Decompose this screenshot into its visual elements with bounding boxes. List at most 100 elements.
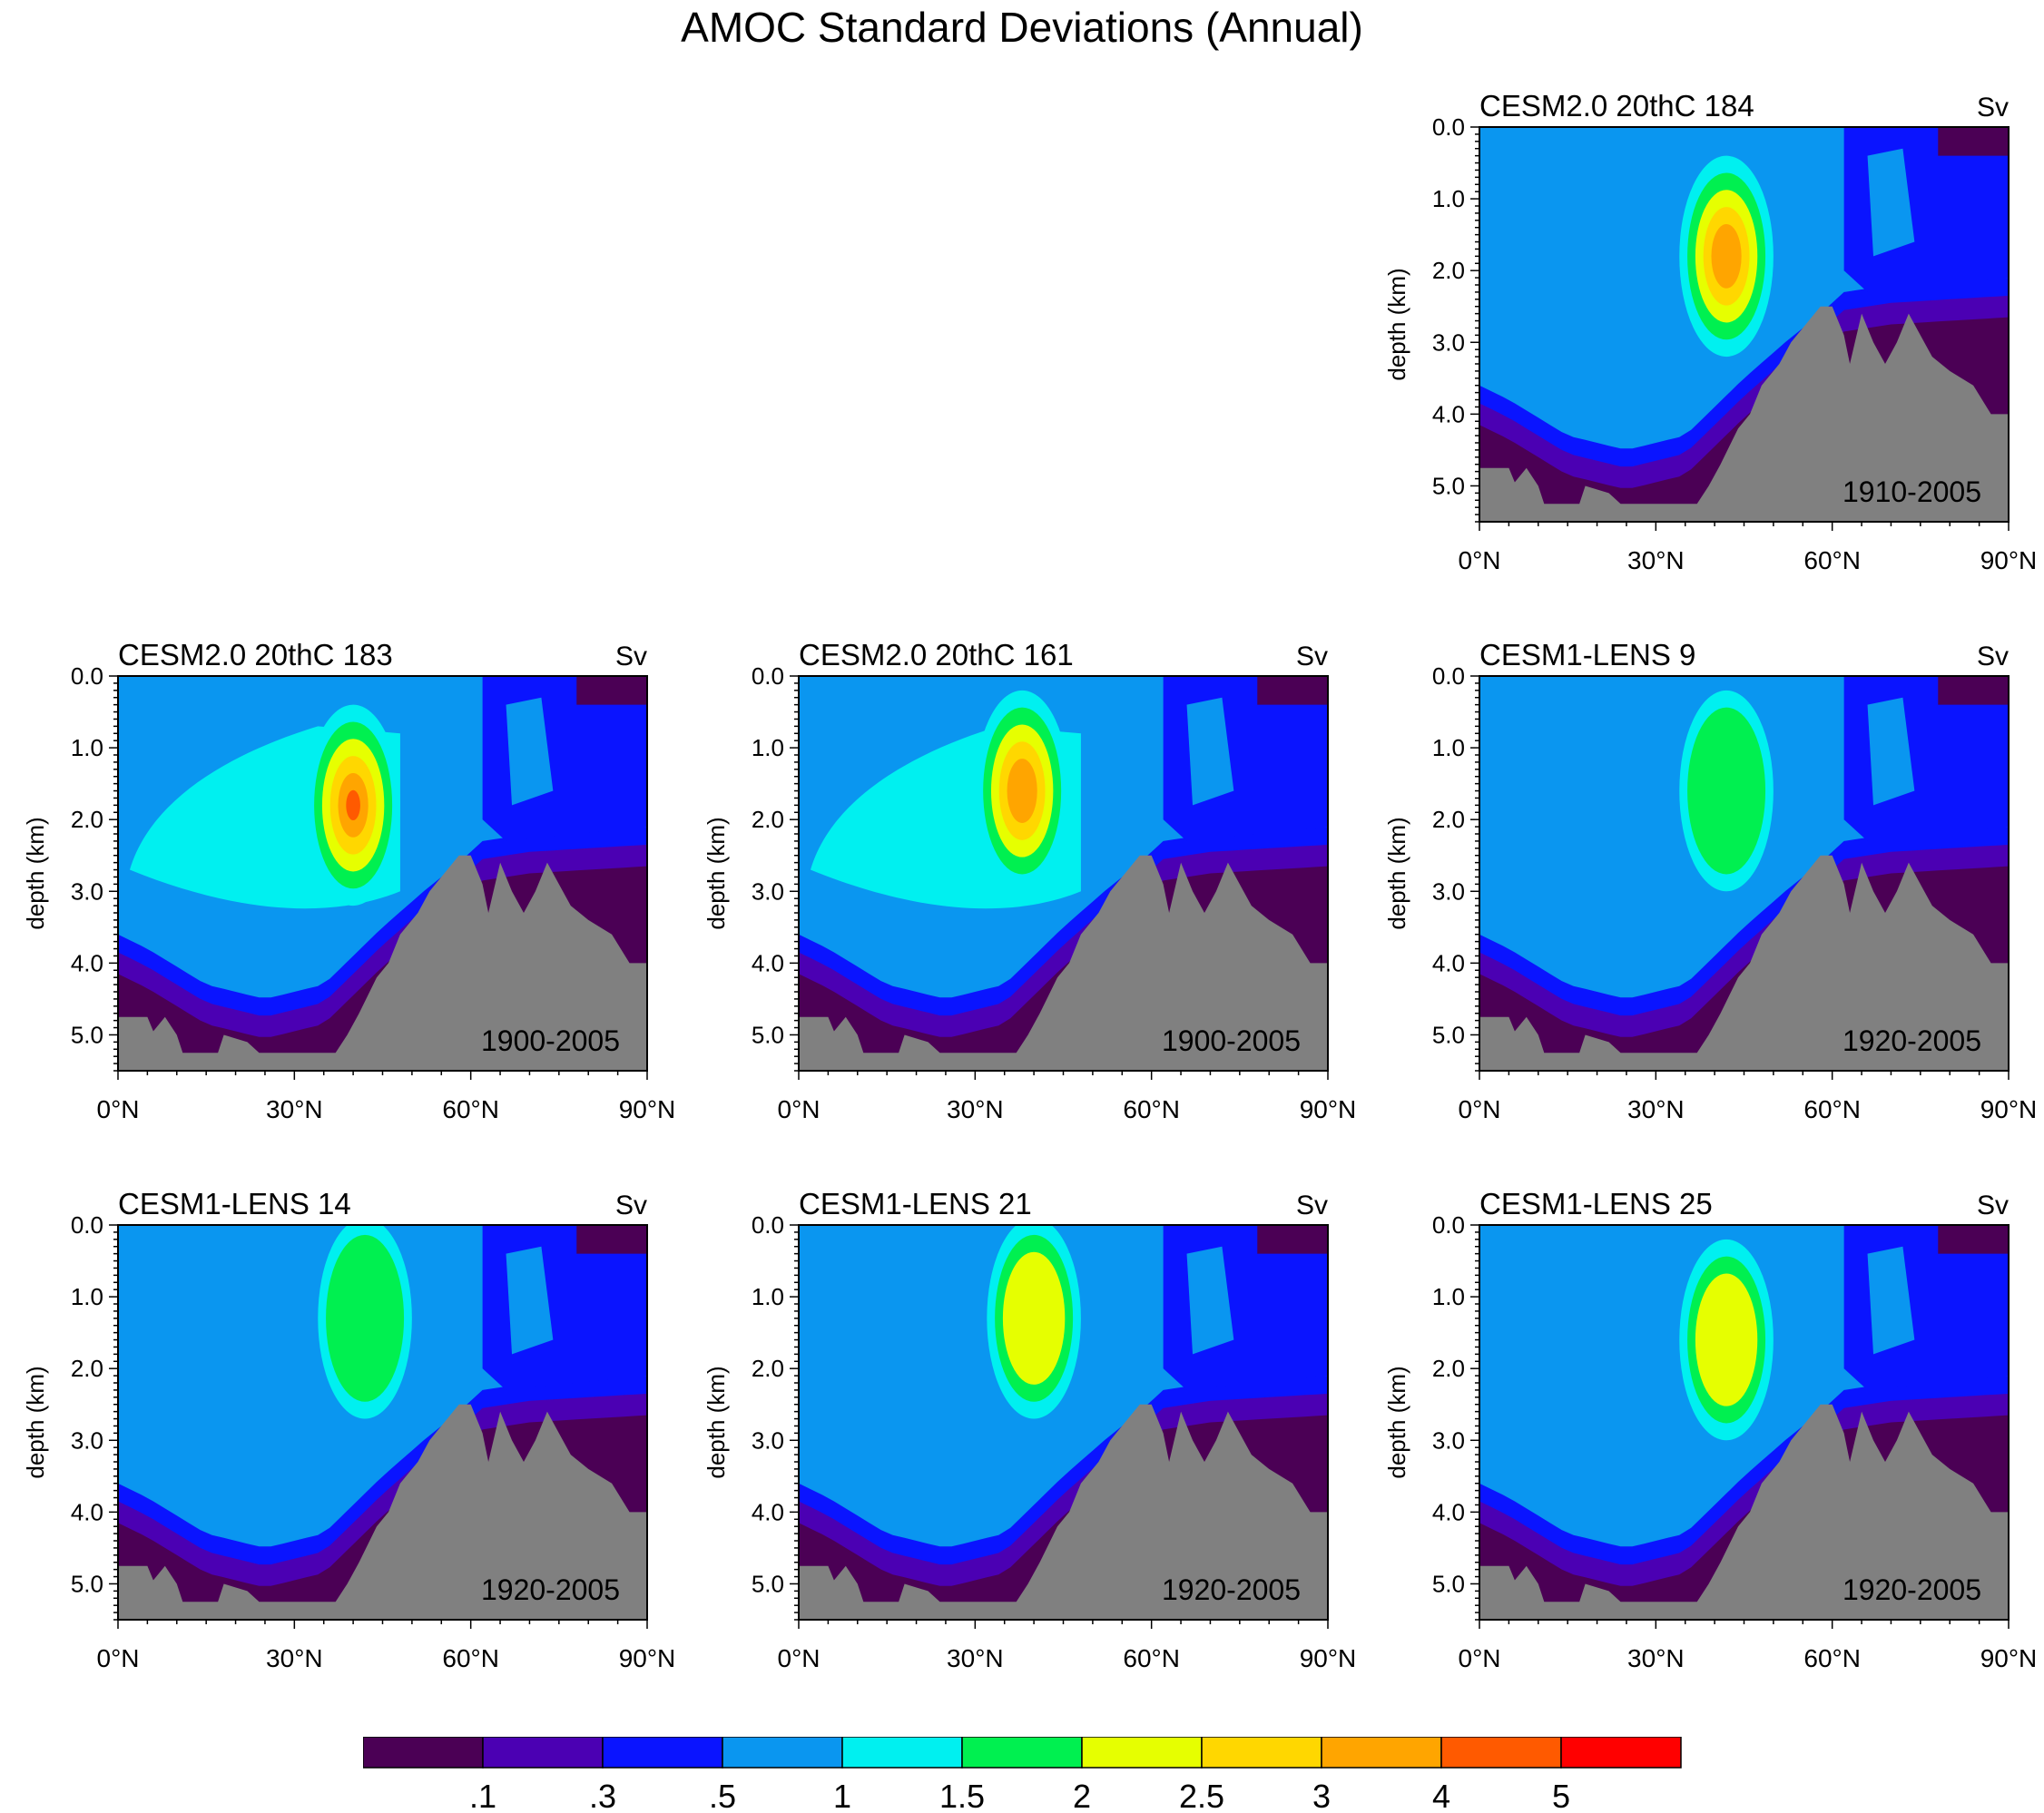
y-axis-label: depth (km) <box>1383 1366 1410 1478</box>
surface-patch <box>1938 676 2009 705</box>
y-tick-label: 2.0 <box>71 1355 103 1382</box>
x-tick-label: 0°N <box>97 1644 140 1672</box>
y-tick-label: 4.0 <box>752 1498 784 1525</box>
y-tick-label: 2.0 <box>1432 806 1465 833</box>
y-tick-label: 4.0 <box>752 949 784 976</box>
y-tick-label: 0.0 <box>752 662 784 690</box>
y-tick-label: 4.0 <box>71 949 103 976</box>
y-tick-label: 2.0 <box>71 806 103 833</box>
units-label: Sv <box>615 1191 647 1220</box>
x-tick-label: 60°N <box>1803 1644 1861 1672</box>
section-chart-1: 0.0 1.0 2.0 3.0 4.0 5.0 0°N 30°N 60°N 90°N depth (… <box>22 638 676 1123</box>
y-tick-label: 0.0 <box>1432 113 1465 141</box>
x-tick-label: 30°N <box>947 1644 1004 1672</box>
x-tick-label: 30°N <box>266 1095 323 1123</box>
topography <box>799 855 1328 1071</box>
section-chart-6: 0.0 1.0 2.0 3.0 4.0 5.0 0°N 30°N 60°N 90°N depth (… <box>1383 1187 2038 1672</box>
surface-patch <box>1257 1225 1328 1254</box>
y-tick-label: 1.0 <box>752 734 784 761</box>
y-tick-label: 0.0 <box>71 1211 103 1239</box>
y-tick-label: 1.0 <box>1432 185 1465 212</box>
section-chart-0: 0.0 1.0 2.0 3.0 4.0 5.0 0°N 30°N 60°N 90°N depth (… <box>1383 89 2038 574</box>
y-tick-label: 0.0 <box>71 662 103 690</box>
y-tick-label: 1.0 <box>71 734 103 761</box>
topography <box>1479 1404 2009 1620</box>
x-tick-label: 0°N <box>1459 1644 1501 1672</box>
panel-title: CESM1-LENS 25 <box>1479 1187 1713 1220</box>
units-label: Sv <box>1296 1191 1328 1220</box>
topography <box>118 855 647 1071</box>
core-level-5 <box>1687 707 1766 875</box>
y-tick-label: 4.0 <box>71 1498 103 1525</box>
y-axis-label: depth (km) <box>1383 817 1410 929</box>
y-tick-label: 1.0 <box>1432 1283 1465 1310</box>
topography <box>799 1404 1328 1620</box>
y-tick-label: 2.0 <box>1432 257 1465 284</box>
x-tick-label: 90°N <box>1980 546 2038 574</box>
panel-cesm2-183: 0.0 1.0 2.0 3.0 4.0 5.0 0°N 30°N 60°N 90°N depth (… <box>0 631 681 1171</box>
x-tick-label: 0°N <box>1459 1095 1501 1123</box>
north-patch <box>1867 697 1915 806</box>
y-tick-label: 4.0 <box>1432 400 1465 427</box>
y-tick-label: 3.0 <box>1432 1426 1465 1454</box>
colorbar-label: 4 <box>1432 1778 1450 1813</box>
panel-title: CESM1-LENS 14 <box>118 1187 351 1220</box>
y-tick-label: 3.0 <box>1432 877 1465 905</box>
y-tick-label: 3.0 <box>1432 328 1465 356</box>
colorbar-label: .3 <box>589 1778 616 1813</box>
colorbar-label: 2 <box>1073 1778 1091 1813</box>
y-axis-label: depth (km) <box>703 817 730 929</box>
period-label: 1900-2005 <box>481 1024 620 1057</box>
x-tick-label: 30°N <box>1627 1644 1685 1672</box>
surface-patch <box>1938 127 2009 156</box>
x-tick-label: 60°N <box>1803 1095 1861 1123</box>
y-tick-label: 3.0 <box>71 877 103 905</box>
north-patch <box>1867 148 1915 257</box>
panel-cesm2-184: 0.0 1.0 2.0 3.0 4.0 5.0 0°N 30°N 60°N 90°N depth (… <box>1361 82 2042 622</box>
y-tick-label: 0.0 <box>1432 1211 1465 1239</box>
y-tick-label: 2.0 <box>1432 1355 1465 1382</box>
colorbar-swatch <box>1440 1737 1562 1769</box>
colorbar-label: .1 <box>469 1778 496 1813</box>
surface-patch <box>576 1225 647 1254</box>
surface-patch <box>1938 1225 2009 1254</box>
colorbar-swatch <box>1201 1737 1322 1769</box>
north-patch <box>1186 1246 1234 1355</box>
x-tick-label: 60°N <box>442 1095 499 1123</box>
colorbar-swatch <box>482 1737 604 1769</box>
y-tick-label: 5.0 <box>71 1021 103 1048</box>
y-tick-label: 1.0 <box>752 1283 784 1310</box>
section-chart-3: 0.0 1.0 2.0 3.0 4.0 5.0 0°N 30°N 60°N 90°N depth (… <box>1383 638 2037 1123</box>
x-tick-label: 90°N <box>619 1644 676 1672</box>
y-tick-label: 0.0 <box>752 1211 784 1239</box>
x-tick-label: 0°N <box>778 1095 821 1123</box>
period-label: 1920-2005 <box>481 1573 620 1606</box>
north-patch <box>506 697 554 806</box>
y-tick-label: 5.0 <box>1432 1021 1465 1048</box>
panel-title: CESM2.0 20thC 161 <box>799 638 1074 671</box>
y-tick-label: 5.0 <box>1432 1570 1465 1597</box>
section-chart-5: 0.0 1.0 2.0 3.0 4.0 5.0 0°N 30°N 60°N 90°N depth (… <box>703 1187 1356 1672</box>
y-axis-label: depth (km) <box>1383 268 1410 380</box>
y-tick-label: 1.0 <box>71 1283 103 1310</box>
x-tick-label: 60°N <box>1803 546 1861 574</box>
y-tick-label: 1.0 <box>1432 734 1465 761</box>
y-tick-label: 3.0 <box>752 877 784 905</box>
topography <box>1479 306 2009 522</box>
period-label: 1920-2005 <box>1162 1573 1301 1606</box>
y-tick-label: 2.0 <box>752 806 784 833</box>
x-tick-label: 60°N <box>1123 1644 1180 1672</box>
period-label: 1900-2005 <box>1162 1024 1301 1057</box>
colorbar-swatch <box>722 1737 843 1769</box>
x-tick-label: 90°N <box>619 1095 676 1123</box>
y-axis-label: depth (km) <box>22 817 49 929</box>
x-tick-label: 90°N <box>1980 1644 2038 1672</box>
colorbar-swatch <box>602 1737 723 1769</box>
y-axis-label: depth (km) <box>703 1366 730 1478</box>
y-tick-label: 4.0 <box>1432 1498 1465 1525</box>
panel-title: CESM2.0 20thC 183 <box>118 638 393 671</box>
colorbar-label: 1.5 <box>939 1778 985 1813</box>
x-tick-label: 0°N <box>778 1644 821 1672</box>
colorbar-swatch <box>1081 1737 1203 1769</box>
section-chart-2: 0.0 1.0 2.0 3.0 4.0 5.0 0°N 30°N 60°N 90°N depth (… <box>703 638 1356 1123</box>
